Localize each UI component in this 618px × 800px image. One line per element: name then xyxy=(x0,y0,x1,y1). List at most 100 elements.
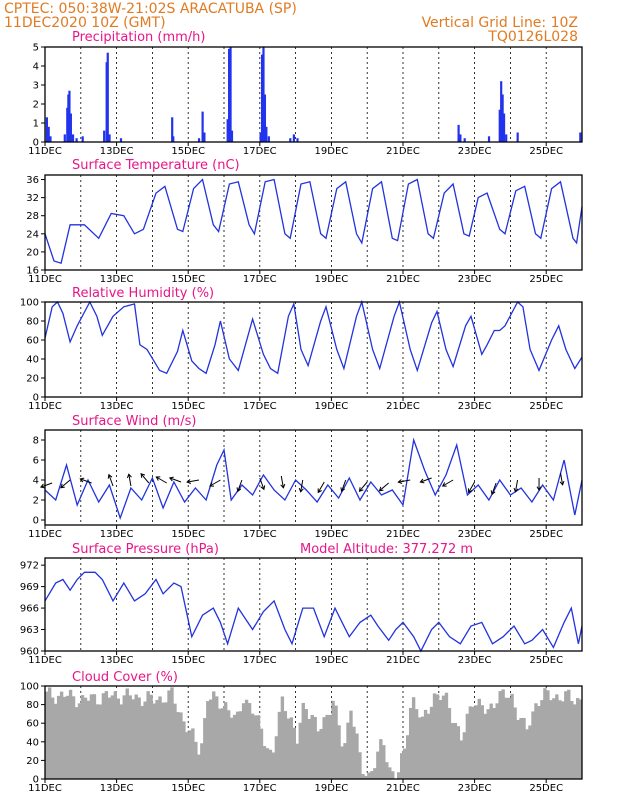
rh-xtick-label: 25DEC xyxy=(529,401,563,412)
precip-bar xyxy=(265,126,268,142)
wind-arrowhead xyxy=(186,479,192,484)
wind-arrow xyxy=(80,478,92,484)
pressure-title: Surface Pressure (hPa) xyxy=(72,542,219,557)
precip-bar xyxy=(119,138,123,142)
wind-arrowhead xyxy=(60,483,65,489)
cloud-xtick-label: 25DEC xyxy=(529,783,563,794)
precip-bar xyxy=(579,132,582,142)
cloud-bar xyxy=(379,739,383,779)
wind-xtick-label: 13DEC xyxy=(100,529,134,540)
cloud-bar xyxy=(262,746,267,779)
cloud-bar xyxy=(411,697,416,779)
cloud-bar xyxy=(140,705,144,779)
pressure-xtick-label: 13DEC xyxy=(100,655,134,666)
cloud-bar xyxy=(492,708,496,779)
cloud-bar xyxy=(212,691,216,779)
precip-xtick-label: 13DEC xyxy=(100,146,134,157)
pressure-ytick-label: 969 xyxy=(20,582,39,593)
cloud-xtick-label: 11DEC xyxy=(28,783,62,794)
wind-arrowhead xyxy=(513,487,519,493)
cloud-bar xyxy=(259,728,264,779)
cloud-bar xyxy=(50,697,55,779)
cloud-bar xyxy=(176,712,180,779)
precip-bar xyxy=(75,138,78,142)
precip-bar xyxy=(289,138,292,142)
cloud-bar xyxy=(235,711,240,779)
cloud-bar xyxy=(316,731,320,779)
cloud-bar xyxy=(423,709,428,779)
cloud-bar xyxy=(495,703,499,779)
cloud-bar xyxy=(206,701,210,779)
cloud-bar xyxy=(244,699,249,779)
cloud-bar xyxy=(534,703,538,779)
wind-ytick-label: 2 xyxy=(33,496,39,507)
wind-arrowhead xyxy=(209,482,215,487)
cloud-bar xyxy=(441,695,446,779)
pressure-xtick-label: 15DEC xyxy=(171,655,205,666)
precip-bar xyxy=(459,134,462,142)
cloud-bar xyxy=(68,689,73,779)
wind-arrowhead xyxy=(39,483,45,489)
temp-series-line xyxy=(44,178,583,265)
cloud-bar xyxy=(173,703,177,779)
cloud-bar xyxy=(229,717,234,779)
wind-arrow xyxy=(140,473,150,484)
wind-arrow xyxy=(128,474,132,487)
cloud-bar xyxy=(498,691,502,779)
wind-frame xyxy=(44,429,583,526)
cloud-bar xyxy=(197,754,201,779)
precip-bar xyxy=(103,130,106,142)
cloud-bar xyxy=(283,711,288,779)
temp-title: Surface Temperature (nC) xyxy=(72,158,240,173)
cloud-bar xyxy=(143,701,147,779)
cloud-bar xyxy=(80,695,85,779)
precip-bar xyxy=(262,47,265,142)
wind-arrowhead xyxy=(155,476,161,481)
cloud-bar xyxy=(438,699,443,779)
cloud-bar xyxy=(456,726,461,779)
temp-ytick-label: 16 xyxy=(26,266,39,277)
pressure-panel: 960 963 966 969 972 11DEC 13DEC 15DEC 17DEC 19DEC… xyxy=(20,557,583,666)
temp-ytick-label: 20 xyxy=(26,247,39,258)
cloud-bar xyxy=(573,704,577,779)
cloud-bar xyxy=(322,717,326,779)
wind-arrowhead xyxy=(536,486,542,491)
cloud-bar xyxy=(62,696,67,779)
cloud-bar xyxy=(134,694,138,779)
cloud-bar xyxy=(146,691,150,779)
pressure-xtick-label: 21DEC xyxy=(386,655,420,666)
pressure-ytick-label: 966 xyxy=(20,604,39,615)
wind-arrowhead xyxy=(419,478,425,484)
pressure-frame xyxy=(44,557,583,652)
cloud-bar xyxy=(215,696,219,779)
cloud-bar xyxy=(474,705,478,779)
precip-bar xyxy=(197,138,201,142)
wind-arrow xyxy=(169,477,182,483)
wind-arrow xyxy=(237,479,243,492)
cloud-bar xyxy=(328,714,332,779)
cloud-bar xyxy=(280,696,285,779)
precip-ytick-label: 5 xyxy=(33,43,39,54)
cloud-bar xyxy=(271,752,276,779)
wind-arrow xyxy=(187,479,200,483)
cloud-bar xyxy=(104,691,109,779)
rh-xtick-label: 15DEC xyxy=(171,401,205,412)
cloud-bar xyxy=(450,722,455,779)
cloud-bar xyxy=(95,704,100,779)
cloud-bar xyxy=(340,746,344,779)
precip-panel: 0 1 2 3 4 5 11DEC 13DEC 15DEC 17DEC 19DEC 21DEC 23DE… xyxy=(28,43,583,157)
cloud-bar xyxy=(426,713,431,779)
cloud-ytick-label: 60 xyxy=(26,719,39,730)
precip-bar xyxy=(228,48,231,142)
cloud-bar xyxy=(558,700,562,779)
wind-arrow xyxy=(560,472,564,485)
cloud-bar xyxy=(164,702,168,779)
cloud-bar xyxy=(531,711,535,779)
cloud-bar xyxy=(501,689,505,779)
cloud-bar xyxy=(549,700,553,779)
wind-arrow xyxy=(442,479,454,487)
temp-ytick-label: 36 xyxy=(26,175,39,186)
cloud-bar xyxy=(385,762,389,779)
pressure-xtick-label: 17DEC xyxy=(243,655,277,666)
cloud-xtick-label: 21DEC xyxy=(386,783,420,794)
